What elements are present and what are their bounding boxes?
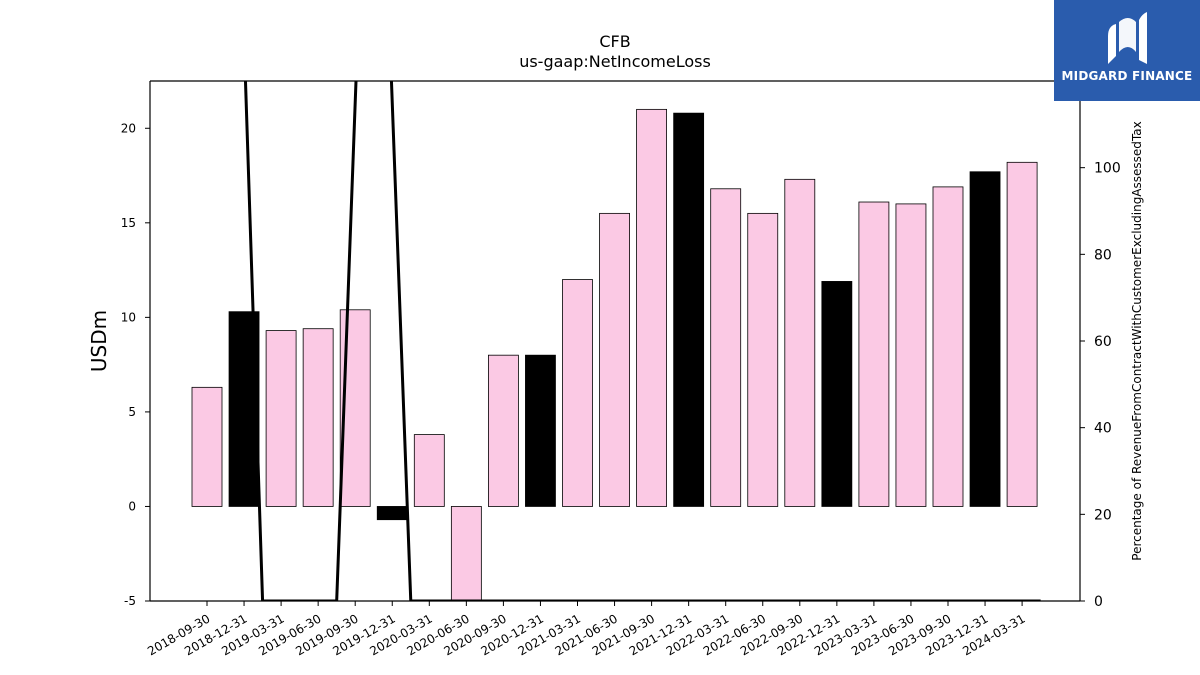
bar-2020-03-31 <box>413 434 445 507</box>
ytick-label: 20 <box>121 121 136 135</box>
bar-2024-03-31 <box>1006 161 1038 507</box>
bar-2022-06-30 <box>747 212 779 507</box>
bar-2019-03-31 <box>265 330 297 507</box>
y2tick-label: 40 <box>1094 421 1112 437</box>
ytick-label: -5 <box>124 594 136 608</box>
y2tick-label: 60 <box>1094 334 1112 350</box>
bar-2018-09-30 <box>191 386 223 507</box>
bar-2023-03-31 <box>858 201 890 507</box>
midgard-finance-logo: MIDGARD FINANCE <box>1054 0 1200 101</box>
bar-2020-12-31 <box>525 354 556 507</box>
chart-title: CFB <box>599 32 631 51</box>
y2-axis-label: Percentage of RevenueFromContractWithCus… <box>1130 121 1144 560</box>
bar-2021-03-31 <box>562 279 593 507</box>
bar-2023-12-31 <box>969 171 1001 507</box>
y2tick-label: 100 <box>1094 161 1121 177</box>
y2tick-label: 0 <box>1094 594 1103 610</box>
bar-2021-06-30 <box>599 212 630 507</box>
y2tick-label: 20 <box>1094 507 1112 523</box>
logo-mark-icon <box>1108 12 1147 64</box>
bar-2023-06-30 <box>895 203 927 507</box>
bar-2022-12-31 <box>821 281 853 507</box>
logo-text: MIDGARD FINANCE <box>1061 69 1193 83</box>
bar-2022-09-30 <box>784 178 816 507</box>
y-axis-label: USDm <box>87 310 111 372</box>
ytick-label: 15 <box>121 216 136 230</box>
ytick-label: 10 <box>121 310 136 324</box>
bar-group <box>191 108 1038 601</box>
bar-2020-06-30 <box>450 506 482 601</box>
bar-2019-06-30 <box>302 328 334 507</box>
bar-2021-09-30 <box>636 108 667 507</box>
bar-2020-09-30 <box>487 354 519 507</box>
bar-2021-12-31 <box>673 112 705 507</box>
chart-subtitle: us-gaap:NetIncomeLoss <box>519 52 711 71</box>
bar-2022-03-31 <box>710 188 742 507</box>
ytick-label: 0 <box>128 499 136 513</box>
bar-2023-09-30 <box>932 186 964 507</box>
y2tick-label: 80 <box>1094 247 1112 263</box>
ytick-label: 5 <box>128 405 136 419</box>
bar-2019-12-31 <box>376 506 408 521</box>
